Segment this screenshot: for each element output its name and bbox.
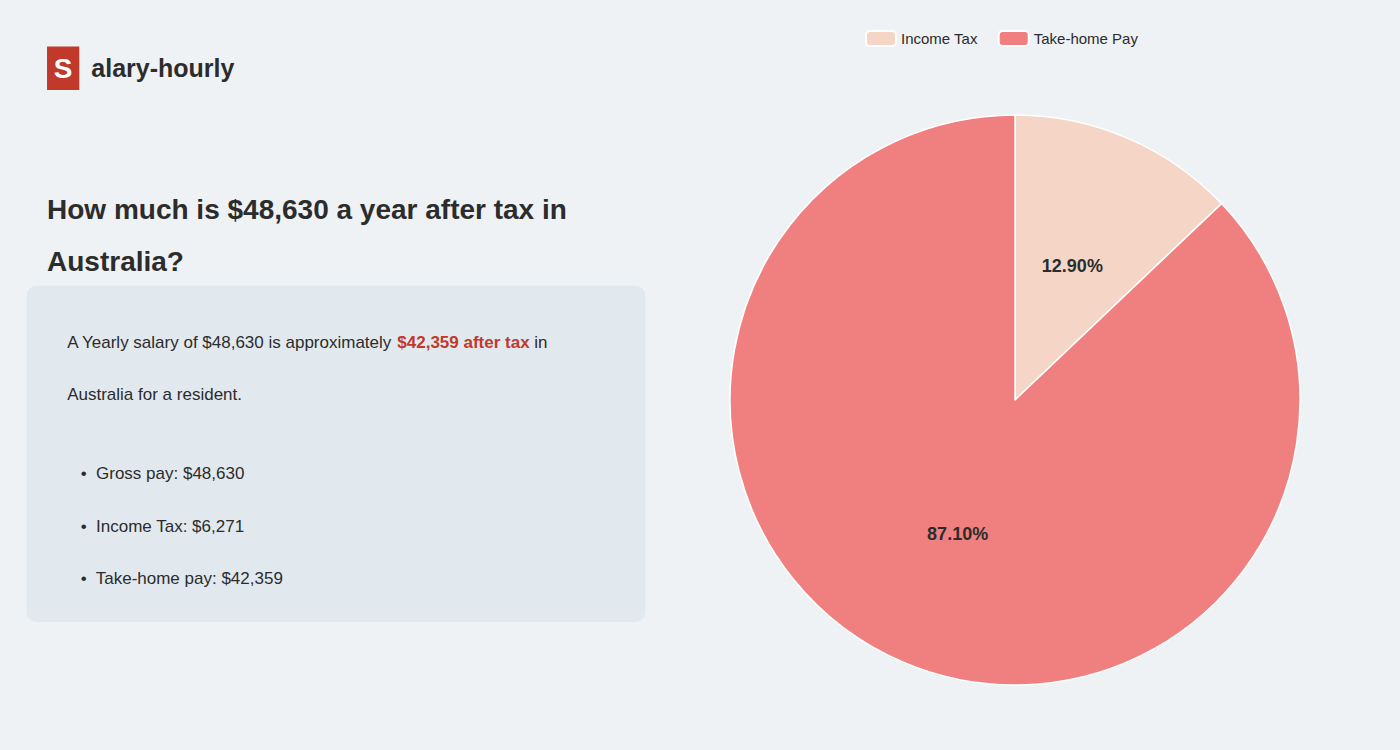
svg-text:12.90%: 12.90% — [1042, 256, 1103, 276]
svg-text:Income Tax: Income Tax — [901, 30, 978, 47]
svg-text:alary-hourly: alary-hourly — [91, 54, 234, 82]
svg-text:in: in — [530, 333, 548, 352]
svg-text:$42,359 after tax: $42,359 after tax — [397, 333, 530, 352]
svg-text:• Income Tax: $6,271: • Income Tax: $6,271 — [81, 517, 244, 536]
svg-text:A Yearly salary of $48,630 is: A Yearly salary of $48,630 is approximat… — [67, 333, 396, 352]
svg-text:• Take-home pay: $42,359: • Take-home pay: $42,359 — [81, 569, 283, 588]
svg-text:Take-home Pay: Take-home Pay — [1034, 30, 1139, 47]
svg-text:How much is $48,630 a year aft: How much is $48,630 a year after tax in — [47, 194, 567, 225]
svg-text:Australia for a resident.: Australia for a resident. — [67, 385, 242, 404]
svg-text:Australia?: Australia? — [47, 246, 184, 277]
svg-text:87.10%: 87.10% — [927, 524, 988, 544]
svg-text:• Gross pay: $48,630: • Gross pay: $48,630 — [81, 464, 245, 483]
svg-text:S: S — [54, 53, 73, 84]
